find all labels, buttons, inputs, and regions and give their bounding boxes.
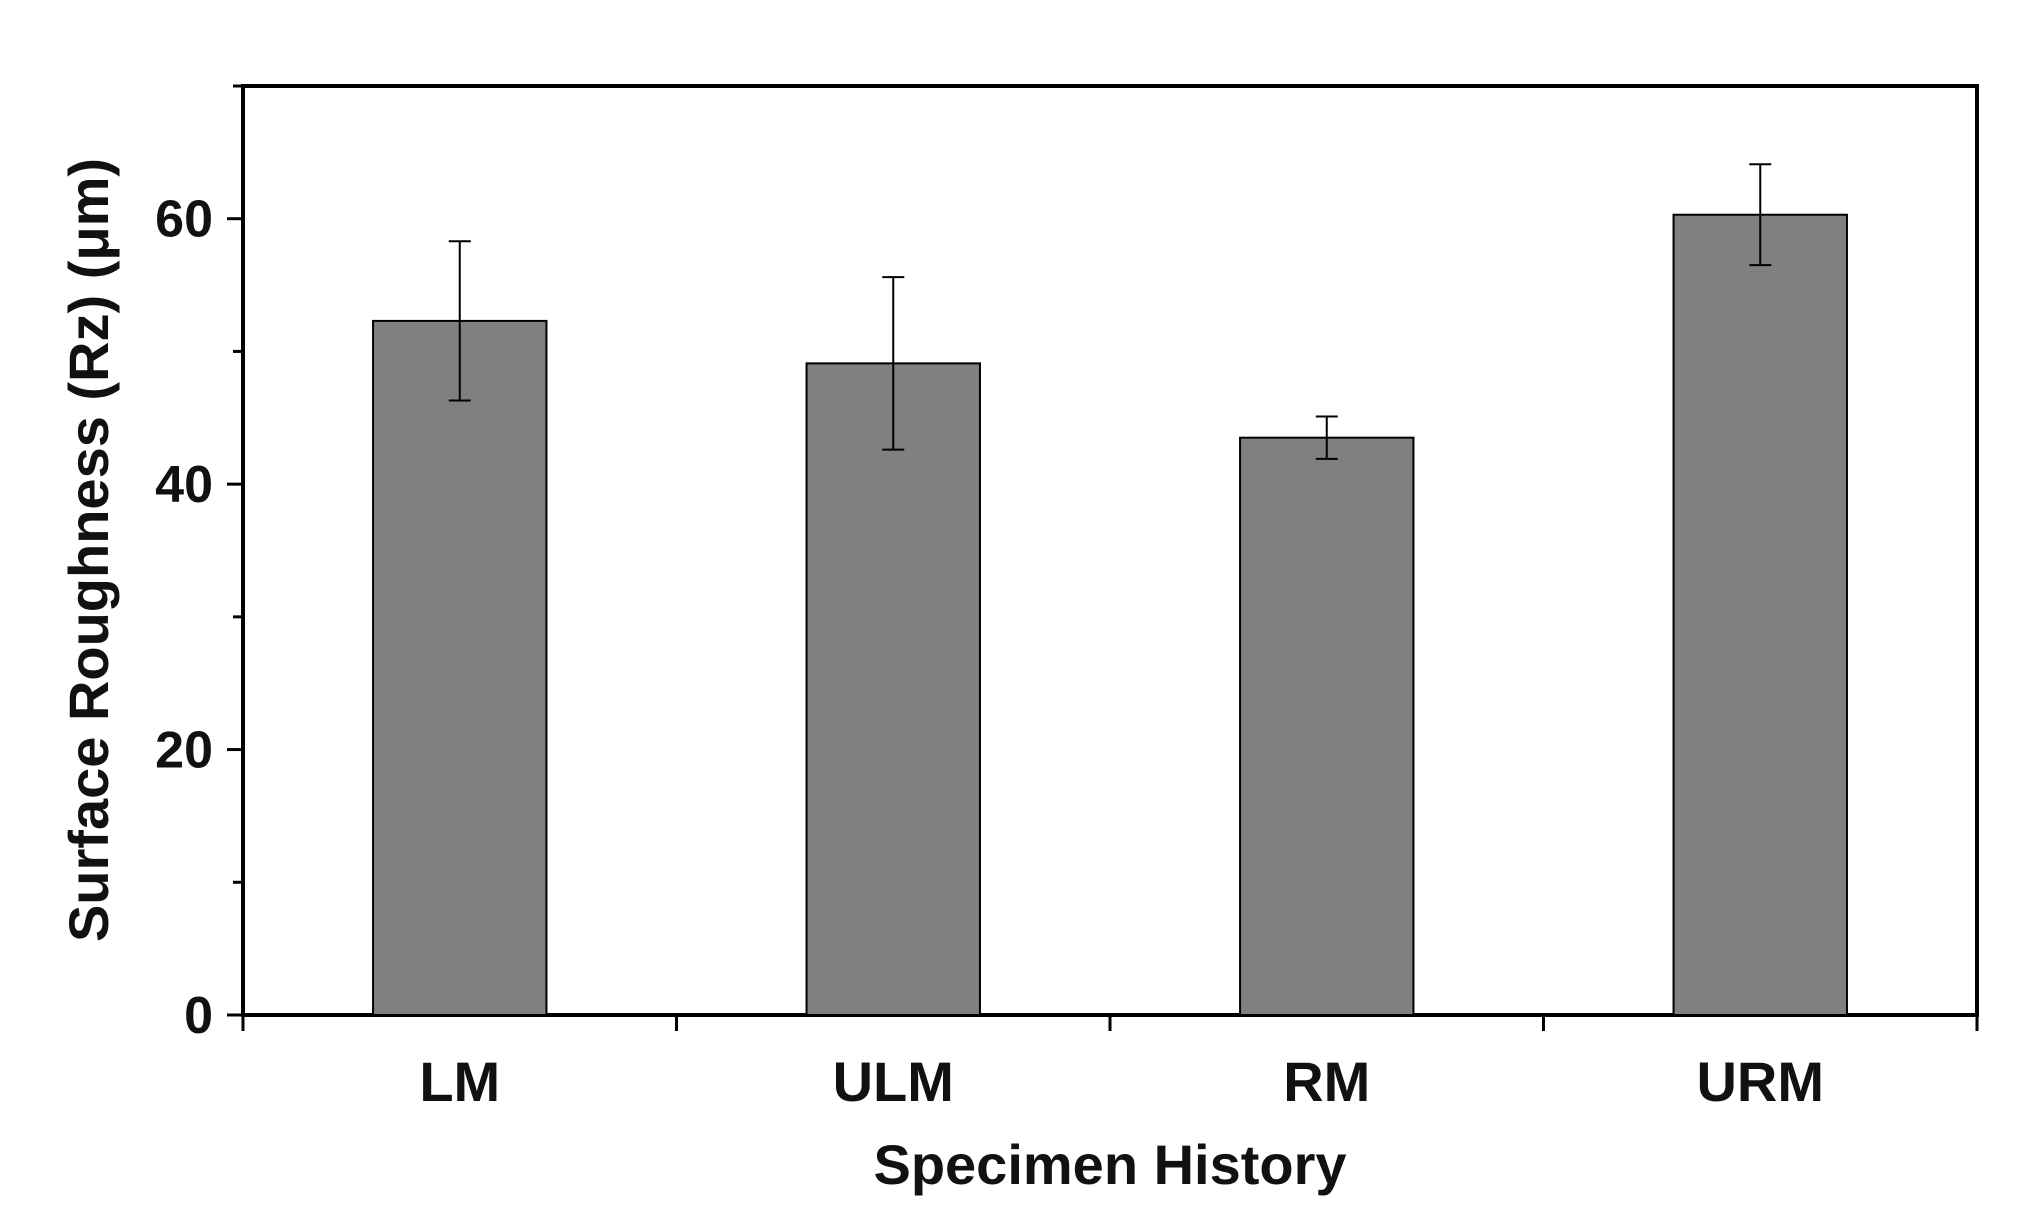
bar-ulm [805,362,981,1016]
x-tick-label-ulm: ULM [833,1050,954,1113]
x-tick-label-lm: LM [419,1050,500,1113]
y-tick-label-0: 0 [184,987,213,1045]
bar-lm [372,319,548,1016]
y-tick-label-20: 20 [155,722,213,780]
y-tick-label-40: 40 [155,456,213,514]
bar-urm [1672,213,1848,1017]
bar-rm [1239,436,1415,1016]
y-tick-label-60: 60 [155,191,213,249]
x-tick-label-rm: RM [1283,1050,1370,1113]
y-axis-title: Surface Roughness (Rz) (μm) [57,158,120,942]
x-tick-label-urm: URM [1696,1050,1824,1113]
x-axis-title: Specimen History [873,1133,1346,1196]
